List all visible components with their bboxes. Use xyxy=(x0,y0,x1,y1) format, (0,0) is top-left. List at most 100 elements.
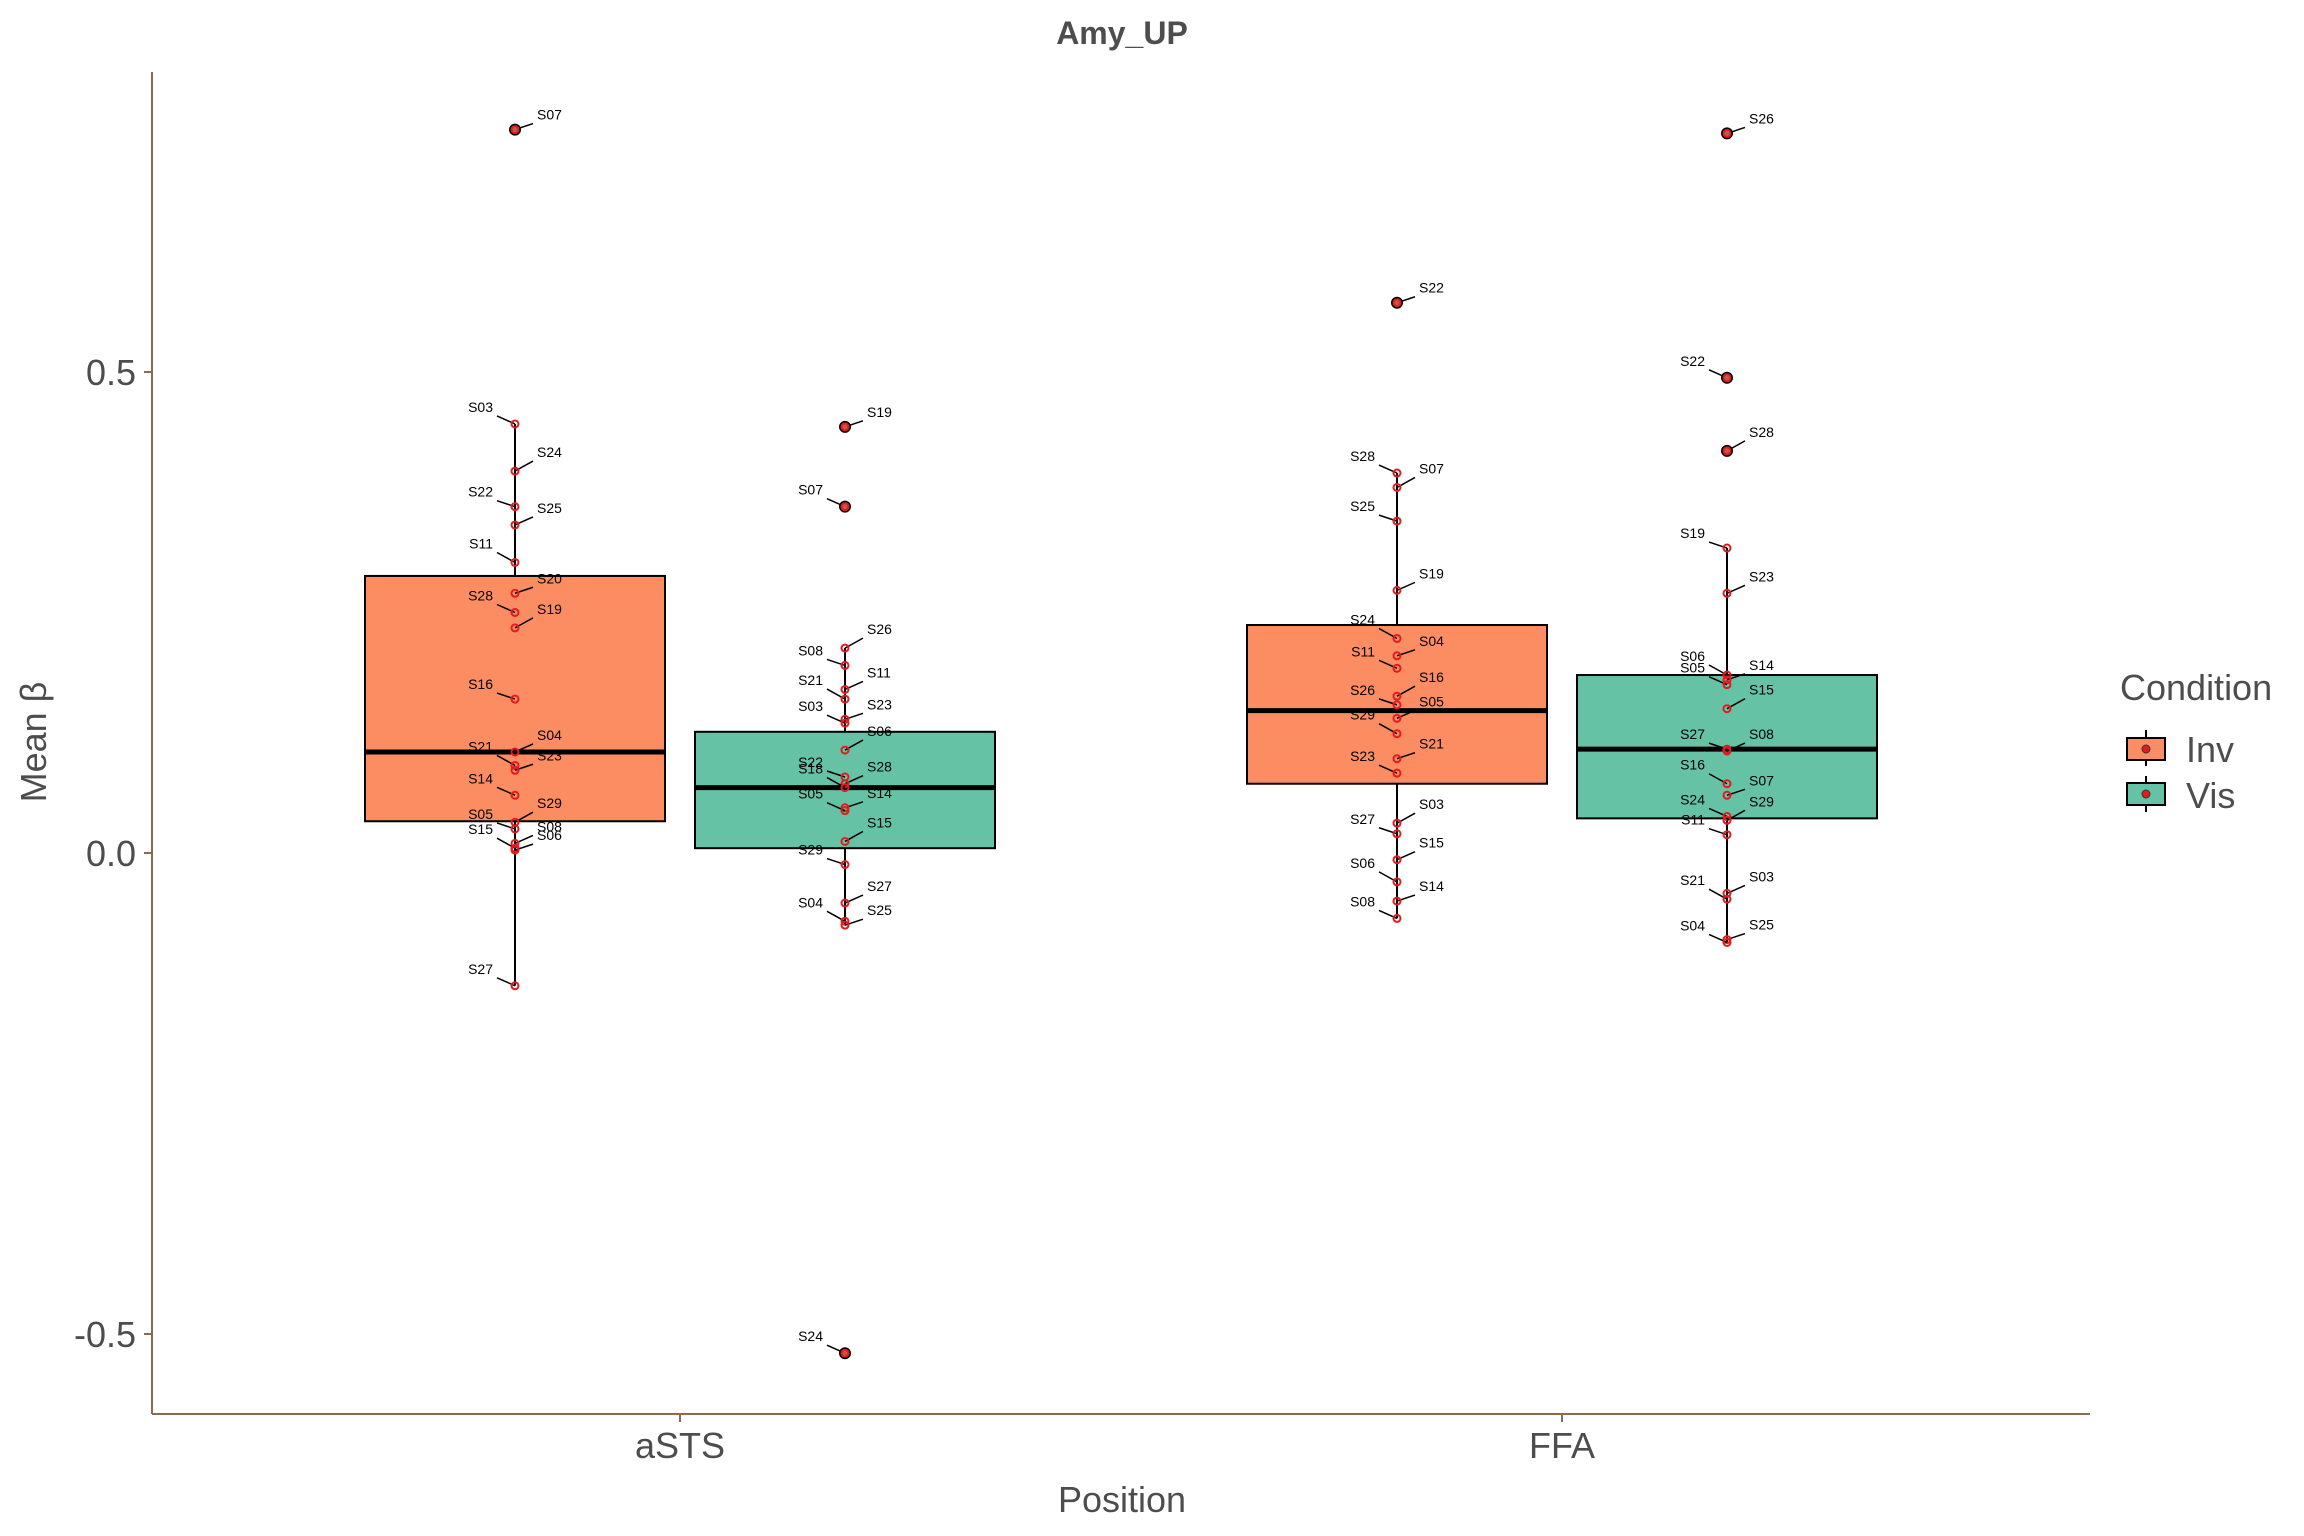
point-label: S19 xyxy=(1419,565,1444,581)
chart-title: Amy_UP xyxy=(1056,15,1188,51)
data-point xyxy=(1392,729,1402,739)
point-label: S27 xyxy=(1350,811,1375,827)
data-point xyxy=(510,608,520,617)
data-point xyxy=(1722,373,1732,383)
point-label: S04 xyxy=(1419,633,1444,649)
point-label: S26 xyxy=(1350,682,1375,698)
data-point xyxy=(1392,913,1402,923)
data-point xyxy=(1392,651,1402,661)
x-tick-label: aSTS xyxy=(635,1425,725,1466)
point-label: S16 xyxy=(1419,669,1444,685)
data-point xyxy=(1392,818,1402,828)
point-label: S29 xyxy=(1749,793,1774,809)
point-label: S07 xyxy=(537,107,562,123)
point-label: S16 xyxy=(468,676,493,692)
point-label: S04 xyxy=(537,727,562,743)
data-point xyxy=(510,760,520,770)
data-point xyxy=(1392,829,1402,839)
point-label: S22 xyxy=(1680,353,1705,369)
point-label: S11 xyxy=(1681,812,1705,828)
point-label: S08 xyxy=(537,818,562,834)
data-point xyxy=(1722,128,1732,138)
point-label: S25 xyxy=(1749,917,1774,933)
data-point xyxy=(1722,446,1732,456)
point-label: S03 xyxy=(468,399,493,415)
point-label: S05 xyxy=(1680,660,1705,676)
legend-label-vis: Vis xyxy=(2186,775,2235,816)
data-point xyxy=(1722,675,1732,685)
point-label: S27 xyxy=(468,961,493,977)
point-label: S03 xyxy=(798,698,823,714)
point-label: S19 xyxy=(867,404,892,420)
data-point xyxy=(1722,543,1732,553)
data-point xyxy=(840,860,850,870)
point-label: S27 xyxy=(1680,726,1705,742)
x-axis-ticks: aSTS FFA xyxy=(635,1414,1595,1466)
legend-label-inv: Inv xyxy=(2186,729,2234,770)
data-point xyxy=(840,745,850,755)
data-point xyxy=(1392,700,1402,710)
points-ffa-inv: S22 S28 S07 S25 S19 S24 S04 S11 S16 S26 S05 S29 S21 S… xyxy=(1350,280,1444,923)
data-point xyxy=(1722,937,1732,947)
data-point xyxy=(840,920,850,930)
y-tick-label: -0.5 xyxy=(74,1314,136,1355)
point-label: S24 xyxy=(798,1328,823,1344)
data-point xyxy=(510,694,520,704)
data-point xyxy=(1392,691,1402,701)
point-label: S11 xyxy=(469,535,493,551)
point-label: S23 xyxy=(1749,568,1774,584)
data-point xyxy=(1722,790,1732,800)
point-label: S05 xyxy=(468,806,493,822)
point-label: S28 xyxy=(1350,448,1375,464)
data-point xyxy=(510,419,520,429)
point-label: S15 xyxy=(867,814,892,830)
point-label: S07 xyxy=(1749,772,1774,788)
data-point xyxy=(510,845,520,855)
point-label: S06 xyxy=(867,723,892,739)
point-label: S15 xyxy=(468,821,493,837)
data-point xyxy=(1392,896,1402,906)
points-asts-inv: S07 S03 S24 S22 S25 S11 S20 S28 S19 S16 S04 S21 S23 S… xyxy=(468,107,562,991)
point-label: S21 xyxy=(1419,736,1444,752)
point-label: S24 xyxy=(537,444,562,460)
data-point xyxy=(1392,768,1402,778)
data-point xyxy=(1392,585,1402,595)
point-label: S24 xyxy=(1350,611,1375,627)
data-point xyxy=(1722,888,1732,898)
data-point xyxy=(1392,298,1402,308)
data-point xyxy=(1722,588,1732,598)
data-point xyxy=(510,557,520,567)
data-point xyxy=(510,466,520,476)
data-point xyxy=(510,588,520,598)
plot-area: S07 S03 S24 S22 S25 S11 S20 S28 S19 S16 S04 S21 S23 S… xyxy=(364,107,1878,1360)
data-point xyxy=(840,694,850,704)
data-point xyxy=(840,643,850,653)
data-point xyxy=(840,898,850,908)
point-label: S19 xyxy=(537,601,562,617)
point-label: S07 xyxy=(798,482,823,498)
data-point xyxy=(1722,815,1732,825)
point-label: S04 xyxy=(798,894,823,910)
point-label: S21 xyxy=(798,672,823,688)
point-label: S06 xyxy=(1680,648,1705,664)
point-label: S23 xyxy=(867,696,892,712)
point-label: S03 xyxy=(1419,796,1444,812)
point-label: S08 xyxy=(1350,893,1375,909)
point-label: S20 xyxy=(537,570,562,586)
point-label: S04 xyxy=(1680,917,1705,933)
point-label: S22 xyxy=(1419,280,1444,296)
point-label: S05 xyxy=(798,786,823,802)
data-point xyxy=(510,790,520,800)
point-label: S08 xyxy=(798,642,823,658)
point-label: S21 xyxy=(1680,872,1705,888)
data-point xyxy=(1722,746,1732,756)
data-point xyxy=(1722,830,1732,840)
point-label: S14 xyxy=(867,785,892,801)
point-label: S28 xyxy=(867,759,892,775)
data-point xyxy=(510,623,520,633)
legend-entry-vis: Vis xyxy=(2126,775,2235,816)
point-label: S29 xyxy=(798,842,823,858)
point-label: S06 xyxy=(1350,855,1375,871)
point-label: S11 xyxy=(1351,643,1375,659)
